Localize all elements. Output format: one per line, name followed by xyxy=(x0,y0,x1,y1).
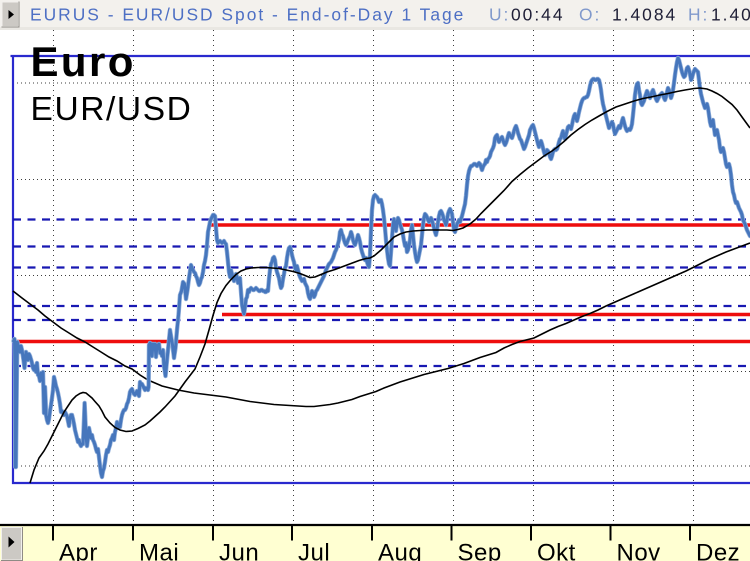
svg-text:Mai: Mai xyxy=(139,540,179,561)
svg-text:O:: O: xyxy=(579,5,601,25)
svg-text:EURUS - EUR/USD Spot - End-of-: EURUS - EUR/USD Spot - End-of-Day 1 Tage xyxy=(30,5,465,25)
svg-text:00:44: 00:44 xyxy=(511,5,565,25)
svg-text:Dez: Dez xyxy=(696,540,740,561)
svg-text:Apr: Apr xyxy=(59,540,98,561)
svg-text:H:: H: xyxy=(688,5,709,25)
svg-text:1.40: 1.40 xyxy=(711,5,750,25)
svg-text:Sep: Sep xyxy=(458,540,502,561)
svg-text:1.4084: 1.4084 xyxy=(612,5,677,25)
svg-text:Okt: Okt xyxy=(537,540,576,561)
svg-text:Jun: Jun xyxy=(219,540,259,561)
svg-text:EUR/USD: EUR/USD xyxy=(31,91,193,128)
svg-text:U:: U: xyxy=(489,5,510,25)
svg-text:Nov: Nov xyxy=(617,540,661,561)
svg-text:Jul: Jul xyxy=(298,540,330,561)
svg-text:Aug: Aug xyxy=(378,540,422,561)
svg-text:Euro: Euro xyxy=(31,38,136,85)
